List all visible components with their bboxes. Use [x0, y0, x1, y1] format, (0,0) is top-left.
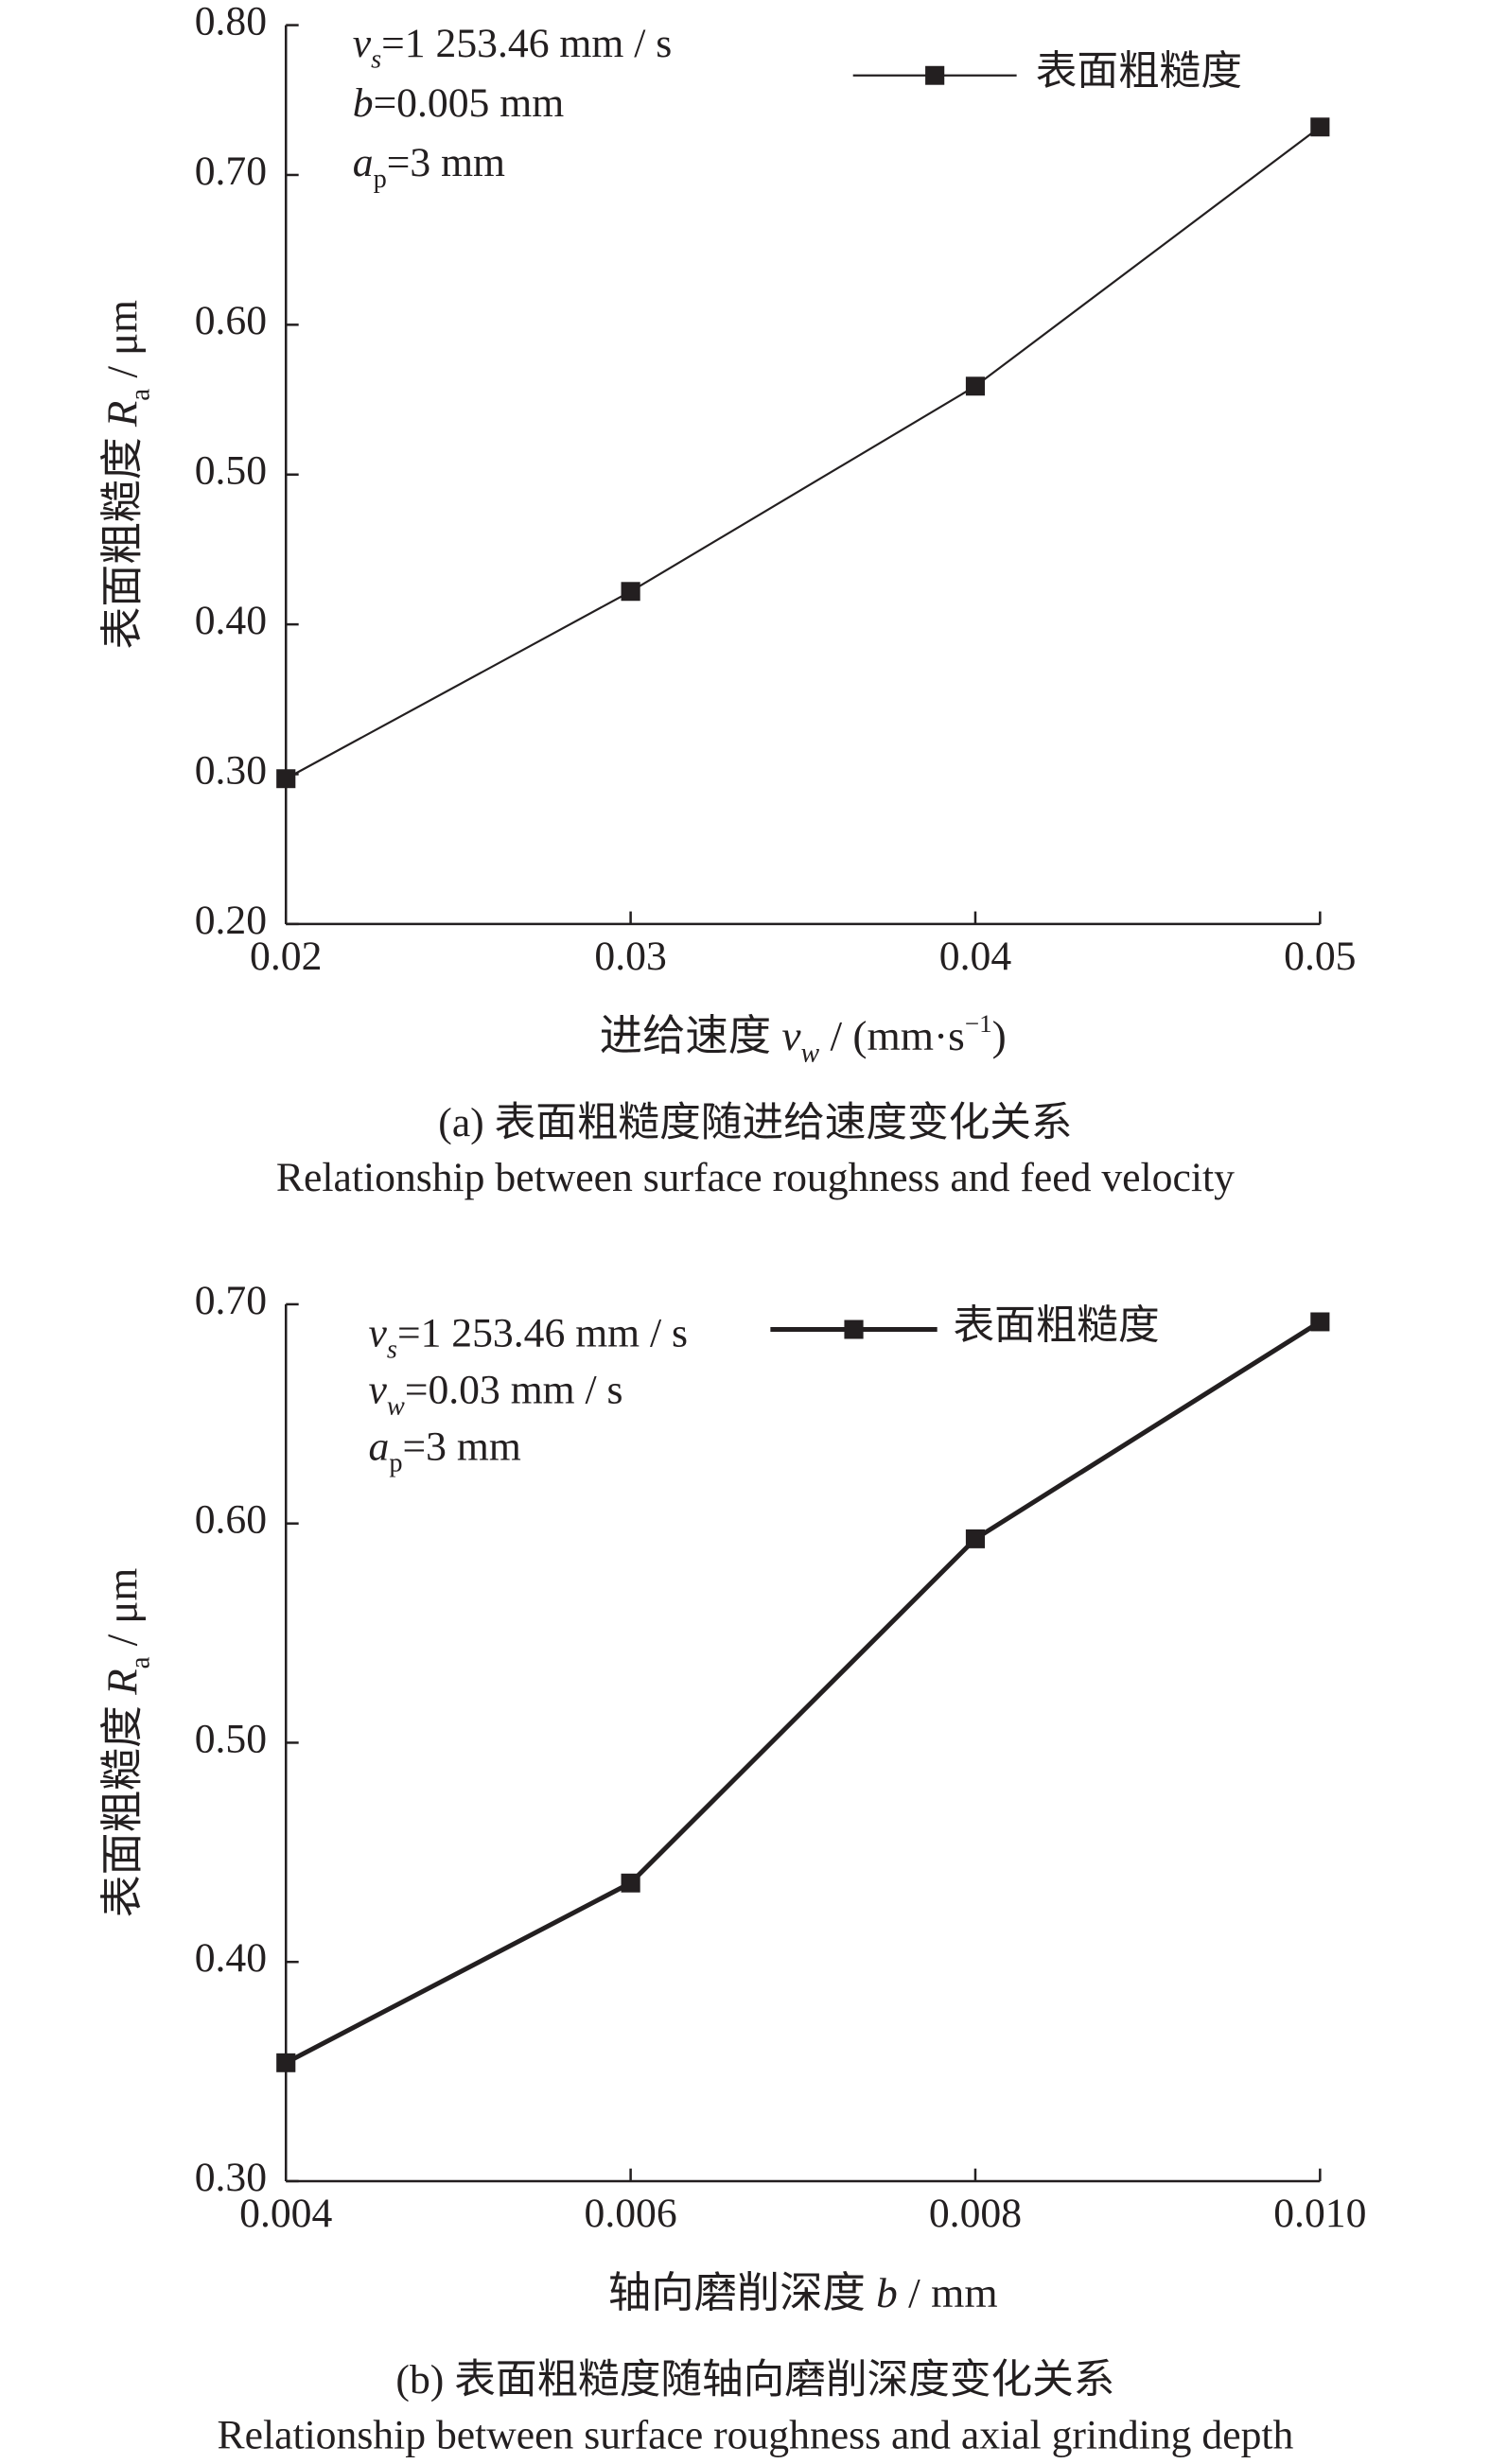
legend-marker [925, 65, 945, 85]
text-part: =3 mm [403, 1424, 521, 1470]
text-part: s [371, 45, 381, 75]
y-axis-label: 表面粗糙度 Ra / μm [99, 300, 156, 650]
text-part: b [876, 2269, 898, 2316]
data-marker [1310, 117, 1330, 137]
annotation: vs=1 253.46 mm / s [369, 1311, 688, 1365]
text-part: p [389, 1448, 402, 1477]
legend-label: 表面粗糙度 [1036, 49, 1242, 95]
legend-marker [844, 1319, 864, 1339]
caption-en: Relationship between surface roughness a… [217, 2413, 1293, 2458]
data-marker [1310, 1312, 1330, 1332]
y-tick-label: 0.50 [195, 448, 267, 494]
x-tick-label: 0.03 [594, 934, 666, 979]
annotation: b=0.005 mm [353, 80, 565, 126]
y-tick-label: 0.70 [195, 1278, 267, 1323]
text-part: p [374, 165, 387, 194]
text-part: R [99, 1669, 147, 1695]
text-part: a [353, 140, 374, 185]
x-tick-label: 0.05 [1284, 934, 1356, 979]
text-part: w [387, 1392, 405, 1422]
text-part: 进给速度 [600, 1012, 782, 1059]
text-part: / μm [99, 300, 147, 389]
data-line [285, 126, 1321, 780]
text-part: 表面粗糙度 [99, 1695, 147, 1917]
caption: (a) 表面粗糙度随进给速度变化关系 [438, 1100, 1072, 1145]
text-part: =1 253.46 mm / s [397, 1311, 688, 1356]
x-axis-label: 进给速度 vw / (mm·s−1) [600, 1009, 1007, 1068]
text-part: / (mm·s [819, 1012, 965, 1059]
x-tick-label: 0.02 [250, 934, 322, 979]
y-tick-label: 0.70 [195, 149, 267, 194]
x-tick-label: 0.010 [1273, 2191, 1366, 2236]
text-part: −1 [965, 1009, 992, 1038]
data-marker [621, 1873, 640, 1893]
data-marker [965, 376, 986, 396]
x-tick-label: 0.04 [939, 934, 1012, 979]
text-part: =0.03 mm / s [405, 1368, 623, 1413]
annotation: vw=0.03 mm / s [369, 1368, 623, 1422]
y-tick-label: 0.30 [195, 2155, 267, 2200]
text-part: R [99, 401, 147, 428]
text-part: =3 mm [387, 140, 505, 185]
data-line [285, 1319, 1322, 2066]
text-part: ) [992, 1012, 1007, 1059]
annotation: ap=3 mm [353, 140, 505, 194]
y-tick-label: 0.60 [195, 1497, 267, 1543]
text-part: a [125, 389, 155, 401]
x-tick-label: 0.004 [239, 2191, 332, 2236]
text-part: a [369, 1424, 390, 1470]
data-marker [621, 582, 640, 602]
x-axis-label: 轴向磨削深度 b / mm [608, 2269, 998, 2316]
data-marker [276, 769, 296, 789]
text-part: v [353, 21, 372, 66]
text-part: / μm [99, 1568, 147, 1657]
data-marker [276, 2053, 296, 2072]
caption-en: Relationship between surface roughness a… [276, 1155, 1235, 1200]
text-part: b [353, 80, 374, 126]
x-tick-label: 0.006 [585, 2191, 677, 2236]
text-part: v [369, 1311, 388, 1356]
text-part: 表面粗糙度 [99, 427, 147, 649]
text-part: v [781, 1012, 801, 1059]
text-part: =0.005 mm [374, 80, 565, 126]
text-part: s [387, 1336, 397, 1365]
y-tick-label: 0.30 [195, 748, 267, 794]
y-tick-label: 0.20 [195, 898, 267, 943]
data-marker [965, 1529, 986, 1548]
x-tick-label: 0.008 [929, 2191, 1022, 2236]
y-tick-label: 0.50 [195, 1717, 267, 1762]
y-tick-label: 0.40 [195, 598, 267, 643]
text-part: 轴向磨削深度 [608, 2269, 876, 2316]
text-part: / mm [898, 2269, 998, 2316]
text-part: w [801, 1039, 820, 1069]
y-tick-label: 0.40 [195, 1935, 267, 1981]
annotation: ap=3 mm [369, 1424, 521, 1478]
legend-label: 表面粗糙度 [953, 1303, 1159, 1349]
text-part: a [125, 1656, 155, 1669]
y-tick-label: 0.60 [195, 298, 267, 343]
y-axis-label: 表面粗糙度 Ra / μm [99, 1568, 156, 1918]
annotation: vs=1 253.46 mm / s [353, 21, 672, 75]
text-part: v [369, 1368, 388, 1413]
caption: (b) 表面粗糙度随轴向磨削深度变化关系 [395, 2357, 1114, 2403]
y-tick-label: 0.80 [195, 0, 267, 44]
text-part: =1 253.46 mm / s [381, 21, 672, 66]
